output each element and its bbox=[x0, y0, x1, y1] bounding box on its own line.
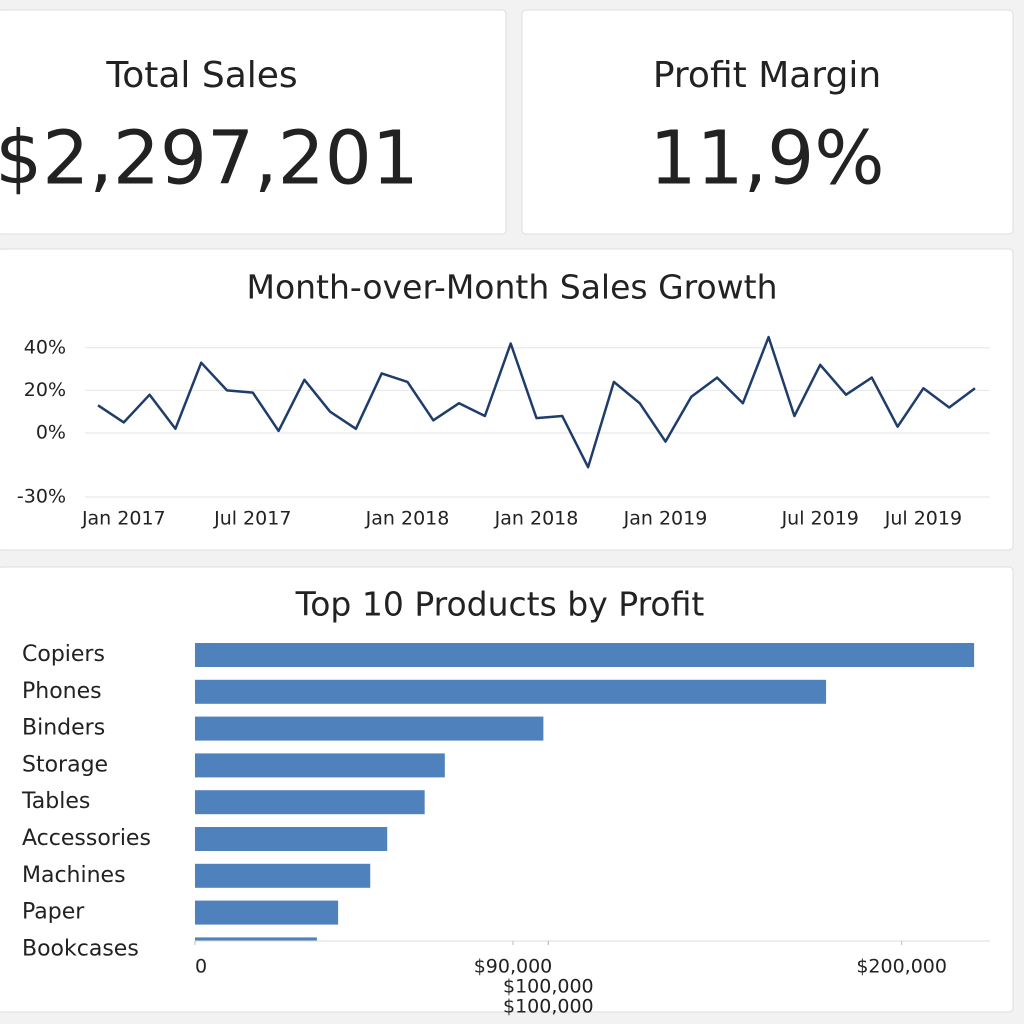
y-tick-label: Binders bbox=[22, 716, 105, 741]
x-tick-label: Jul 2017 bbox=[213, 508, 291, 530]
kpi-card bbox=[521, 9, 1014, 235]
y-tick-label: -30% bbox=[17, 486, 66, 508]
bar bbox=[195, 643, 975, 667]
bar bbox=[195, 937, 317, 941]
kpi-card bbox=[0, 9, 507, 235]
y-tick-label: 0% bbox=[36, 422, 66, 444]
kpi-title: Total Sales bbox=[105, 55, 297, 96]
y-tick-label: Phones bbox=[22, 679, 102, 704]
x-tick-label: Jan 2017 bbox=[81, 508, 166, 530]
chart-card bbox=[0, 566, 1014, 1013]
x-tick-label: Jul 2019 bbox=[884, 508, 962, 530]
y-tick-label: 40% bbox=[24, 336, 66, 358]
bar bbox=[195, 900, 339, 925]
bar bbox=[195, 863, 371, 888]
kpi-value: $2,297,201 bbox=[0, 116, 419, 202]
x-tick-label: $100,000 bbox=[503, 976, 594, 998]
bar bbox=[195, 679, 827, 704]
chart-card bbox=[0, 248, 1014, 551]
x-tick-label: $200,000 bbox=[856, 956, 947, 978]
x-tick-label: Jan 2018 bbox=[494, 508, 579, 530]
chart-title: Top 10 Products by Profit bbox=[295, 585, 705, 624]
y-tick-label: Bookcases bbox=[22, 936, 139, 961]
kpi-title: Profit Margin bbox=[653, 55, 881, 96]
x-tick-label: Jan 2018 bbox=[365, 508, 450, 530]
bar bbox=[195, 827, 388, 851]
bar bbox=[195, 790, 425, 815]
y-tick-label: Tables bbox=[21, 789, 90, 814]
y-tick-label: Storage bbox=[22, 752, 108, 777]
line-series bbox=[97, 335, 976, 469]
chart-title: Month-over-Month Sales Growth bbox=[246, 268, 777, 307]
y-tick-label: Machines bbox=[22, 863, 126, 888]
bar bbox=[195, 716, 544, 741]
x-tick-label: Jul 2019 bbox=[781, 508, 859, 530]
x-tick-label: Jan 2019 bbox=[623, 508, 708, 530]
kpi-value: 11,9% bbox=[649, 116, 884, 202]
y-tick-label: Accessories bbox=[22, 826, 151, 851]
y-tick-label: Paper bbox=[22, 900, 85, 925]
x-tick-label: $90,000 bbox=[474, 956, 553, 978]
y-tick-label: Copiers bbox=[22, 642, 105, 667]
y-tick-label: 20% bbox=[24, 379, 66, 401]
x-tick-label: 0 bbox=[195, 956, 207, 978]
x-tick-label: $100,000 bbox=[503, 996, 594, 1018]
bar bbox=[195, 753, 445, 778]
